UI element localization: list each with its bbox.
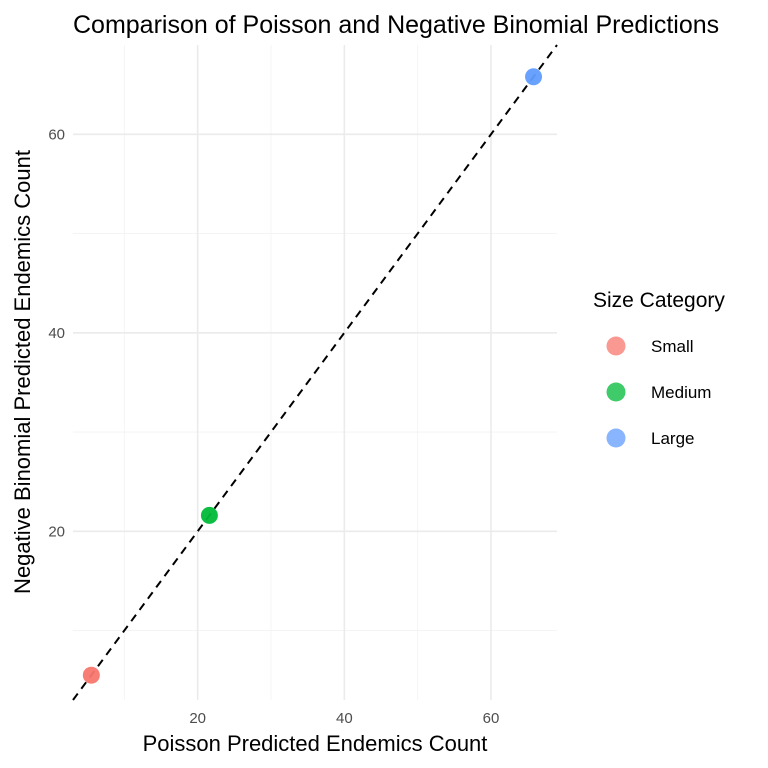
legend-key-small	[606, 336, 626, 356]
x-tick-label: 60	[483, 710, 500, 727]
grid-layer	[73, 45, 557, 700]
y-tick-label: 20	[48, 523, 65, 540]
legend-label-medium: Medium	[651, 383, 711, 402]
y-axis-title: Negative Binomial Predicted Endemics Cou…	[10, 150, 35, 594]
data-point-small	[82, 666, 100, 684]
data-point-large	[525, 68, 543, 86]
reference-line-layer	[72, 44, 558, 701]
data-point-medium	[200, 506, 218, 524]
tick-labels-layer: 20 40 60 20 40 60	[48, 126, 499, 727]
legend-key-medium	[606, 382, 626, 402]
legend-item-small: Small	[606, 336, 694, 356]
y-tick-label: 40	[48, 325, 65, 342]
legend-item-medium: Medium	[606, 382, 711, 402]
chart-title: Comparison of Poisson and Negative Binom…	[73, 11, 719, 39]
legend-label-large: Large	[651, 429, 694, 448]
x-axis-title: Poisson Predicted Endemics Count	[143, 731, 488, 756]
points-layer	[82, 68, 543, 684]
x-tick-label: 40	[336, 710, 353, 727]
legend-label-small: Small	[651, 337, 694, 356]
y-tick-label: 60	[48, 126, 65, 143]
legend-items: Small Medium Large	[606, 336, 711, 448]
x-tick-label: 20	[189, 710, 206, 727]
identity-reference-line	[72, 44, 558, 701]
legend-item-large: Large	[606, 428, 694, 448]
legend: Size Category Small Medium Large	[593, 289, 725, 448]
legend-key-large	[606, 428, 626, 448]
legend-title: Size Category	[593, 289, 725, 312]
